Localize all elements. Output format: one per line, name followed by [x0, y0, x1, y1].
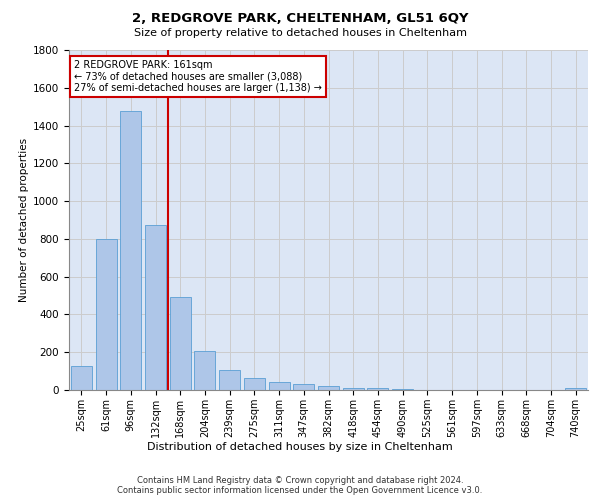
Y-axis label: Number of detached properties: Number of detached properties — [19, 138, 29, 302]
Bar — [318, 386, 339, 390]
Bar — [244, 378, 265, 390]
Bar — [145, 224, 166, 390]
Bar — [367, 388, 388, 390]
Bar — [194, 352, 215, 390]
Bar — [565, 388, 586, 390]
Text: Contains HM Land Registry data © Crown copyright and database right 2024.
Contai: Contains HM Land Registry data © Crown c… — [118, 476, 482, 495]
Bar — [219, 370, 240, 390]
Bar — [170, 298, 191, 390]
Bar — [343, 388, 364, 390]
Text: Size of property relative to detached houses in Cheltenham: Size of property relative to detached ho… — [133, 28, 467, 38]
Bar — [120, 112, 141, 390]
Text: 2, REDGROVE PARK, CHELTENHAM, GL51 6QY: 2, REDGROVE PARK, CHELTENHAM, GL51 6QY — [132, 12, 468, 26]
Text: Distribution of detached houses by size in Cheltenham: Distribution of detached houses by size … — [147, 442, 453, 452]
Bar — [269, 382, 290, 390]
Bar — [95, 239, 116, 390]
Text: 2 REDGROVE PARK: 161sqm
← 73% of detached houses are smaller (3,088)
27% of semi: 2 REDGROVE PARK: 161sqm ← 73% of detache… — [74, 60, 322, 94]
Bar — [71, 366, 92, 390]
Bar — [392, 389, 413, 390]
Bar — [293, 384, 314, 390]
